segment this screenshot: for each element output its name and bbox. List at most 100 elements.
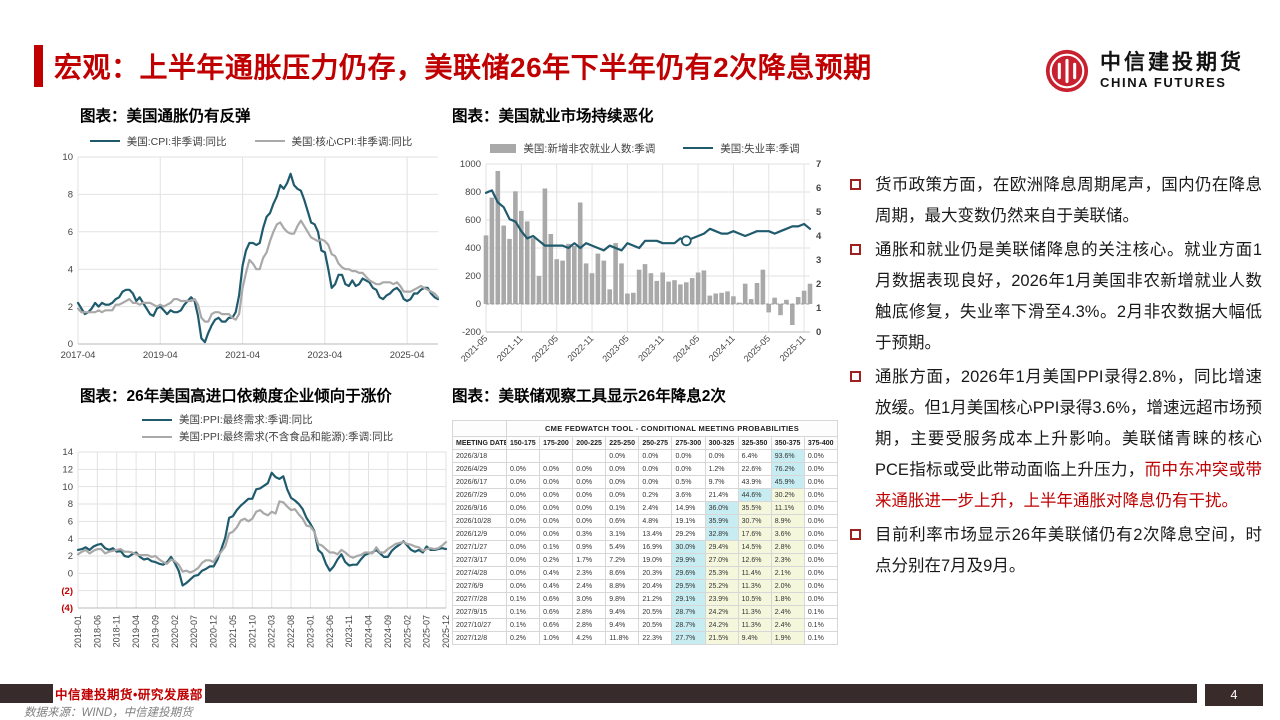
probability-cell: 21.2% (638, 592, 673, 606)
probability-cell: 1.2% (704, 462, 739, 476)
line-swatch-gray-icon (254, 140, 285, 142)
probability-cell: 0.0% (803, 449, 839, 463)
probability-cell: 27.0% (704, 553, 739, 567)
meeting-date-cell: 2027/7/28 (452, 592, 507, 606)
probability-cell: 2.3% (770, 553, 805, 567)
svg-text:2023-06: 2023-06 (325, 615, 335, 648)
footer-bar (0, 684, 1197, 703)
probability-cell: 93.6% (770, 449, 805, 463)
probability-cell: 22.3% (638, 631, 673, 645)
probability-cell: 7.2% (605, 553, 640, 567)
probability-cell: 0.1% (539, 540, 574, 554)
probability-cell: 0.0% (803, 501, 839, 515)
fedwatch-row: 2027/9/15 0.1% 0.6% 2.8% 9.4% 20.5% 28.7% 24.2%… (452, 605, 839, 619)
probability-cell: 22.6% (737, 462, 772, 476)
probability-cell: 0.6% (539, 605, 574, 619)
probability-cell: 0.0% (803, 566, 839, 580)
probability-cell: 0.0% (803, 514, 839, 528)
probability-cell: 0.0% (803, 527, 839, 541)
svg-text:1: 1 (816, 303, 822, 314)
probability-cell: 25.3% (704, 566, 739, 580)
probability-cell: 0.0% (638, 462, 673, 476)
svg-text:2021-04: 2021-04 (225, 350, 260, 361)
probability-cell: 45.9% (770, 475, 805, 489)
svg-text:2021-10: 2021-10 (247, 615, 257, 648)
svg-text:2022-03: 2022-03 (267, 615, 277, 648)
bullet-item: 通胀方面，2026年1月美国PPI录得2.8%，同比增速放缓。但1月美国核心PP… (848, 362, 1262, 517)
svg-text:10: 10 (62, 152, 73, 163)
probability-cell: 29.4% (704, 540, 739, 554)
legend-item-core-cpi: 美国:核心CPI:非季调:同比 (254, 134, 413, 149)
probability-cell: 0.0% (539, 462, 574, 476)
fedwatch-col-header: 300-325 (704, 436, 739, 450)
legend-us-employment: 美国:新增非农就业人数:季调 美国:失业率:季调 (452, 140, 838, 156)
svg-text:2: 2 (816, 279, 821, 290)
legend-us-ppi: 美国:PPI:最终需求:季调:同比 美国:PPI:最终需求(不含食品和能源):季… (142, 412, 462, 444)
fedwatch-table-title: CME FEDWATCH TOOL - CONDITIONAL MEETING … (506, 420, 838, 437)
meeting-date-cell: 2027/3/17 (452, 553, 507, 567)
probability-cell: 11.1% (770, 501, 805, 515)
probability-cell: 0.4% (539, 566, 574, 580)
citic-logo-icon (1045, 49, 1089, 93)
probability-cell: 21.5% (704, 631, 739, 645)
svg-text:800: 800 (465, 187, 481, 198)
probability-cell: 24.2% (704, 605, 739, 619)
bullet-text: 目前利率市场显示26年美联储仍有2次降息空间，时点分别在7月及9月。 (875, 520, 1262, 582)
probability-cell (539, 449, 574, 463)
svg-text:2018-06: 2018-06 (92, 615, 102, 648)
probability-cell: 9.7% (704, 475, 739, 489)
svg-text:2021-05: 2021-05 (228, 615, 238, 648)
svg-text:2023-11: 2023-11 (344, 615, 354, 647)
svg-text:2018-11: 2018-11 (112, 615, 122, 647)
svg-text:2023-01: 2023-01 (305, 615, 315, 648)
svg-text:(2): (2) (61, 586, 73, 597)
line-swatch-teal-icon (142, 418, 172, 421)
probability-cell: 0.0% (605, 449, 640, 463)
probability-cell: 27.7% (671, 631, 706, 645)
svg-text:2025-04: 2025-04 (390, 350, 425, 361)
probability-cell: 0.6% (539, 592, 574, 606)
bullet-item: 通胀和就业仍是美联储降息的关注核心。就业方面1月数据表现良好，2026年1月美国… (848, 235, 1262, 359)
probability-cell: 9.4% (605, 605, 640, 619)
probability-cell: 0.1% (803, 605, 839, 619)
probability-cell: 0.2% (638, 488, 673, 502)
fedwatch-table-container: CME FEDWATCH TOOL - CONDITIONAL MEETING … (452, 420, 839, 645)
probability-cell: 14.5% (737, 540, 772, 554)
svg-text:2021-11: 2021-11 (495, 333, 525, 363)
chart-block-fedwatch: 图表：美联储观察工具显示26年降息2次 CME FEDWATCH TOOL - … (452, 386, 839, 645)
probability-cell: 0.0% (671, 462, 706, 476)
fedwatch-row: 2026/12/9 0.0% 0.0% 0.3% 3.1% 13.4% 29.2% 32.8%… (452, 527, 839, 541)
square-bullet-icon (850, 371, 861, 382)
logo-text: 中信建投期货 CHINA FUTURES (1100, 51, 1244, 91)
fedwatch-row: 2027/1/27 0.0% 0.1% 0.9% 5.4% 16.9% 30.0% 29.4%… (452, 540, 839, 554)
svg-text:0: 0 (476, 299, 481, 310)
svg-text:2023-05: 2023-05 (600, 333, 630, 363)
probability-cell: 0.0% (539, 475, 574, 489)
title-accent-bar (34, 45, 43, 87)
svg-text:400: 400 (465, 243, 481, 254)
svg-text:2020-12: 2020-12 (209, 615, 219, 648)
probability-cell: 0.0% (572, 462, 607, 476)
legend-label: 美国:核心CPI:非季调:同比 (291, 135, 413, 148)
probability-cell: 8.6% (605, 566, 640, 580)
bullet-text: 通胀和就业仍是美联储降息的关注核心。就业方面1月数据表现良好，2026年1月美国… (875, 235, 1262, 359)
probability-cell: 3.6% (770, 527, 805, 541)
probability-cell: 28.7% (671, 618, 706, 632)
svg-text:7: 7 (816, 159, 821, 170)
probability-cell: 44.6% (737, 488, 772, 502)
probability-cell: 0.1% (505, 592, 541, 606)
fedwatch-row: 2026/9/16 0.0% 0.0% 0.0% 0.1% 2.4% 14.9% 36.0% 3… (452, 501, 839, 515)
probability-cell: 0.2% (539, 553, 574, 567)
svg-text:4: 4 (68, 534, 73, 545)
chart-block-us-ppi: 图表：26年美国高进口依赖度企业倾向于涨价 美国:PPI:最终需求:季调:同比 … (50, 386, 462, 658)
legend-label: 美国:失业率:季调 (720, 142, 800, 155)
probability-cell (572, 449, 607, 463)
svg-text:2023-11: 2023-11 (636, 333, 666, 363)
bullet-text-main: 货币政策方面，在欧洲降息周期尾声，国内仍在降息周期，最大变数仍然来自于美联储。 (875, 176, 1262, 225)
probability-cell: 1.7% (572, 553, 607, 567)
svg-text:6: 6 (68, 517, 73, 528)
probability-cell: 11.3% (737, 605, 772, 619)
probability-cell: 3.0% (572, 592, 607, 606)
probability-cell: 36.0% (704, 501, 739, 515)
